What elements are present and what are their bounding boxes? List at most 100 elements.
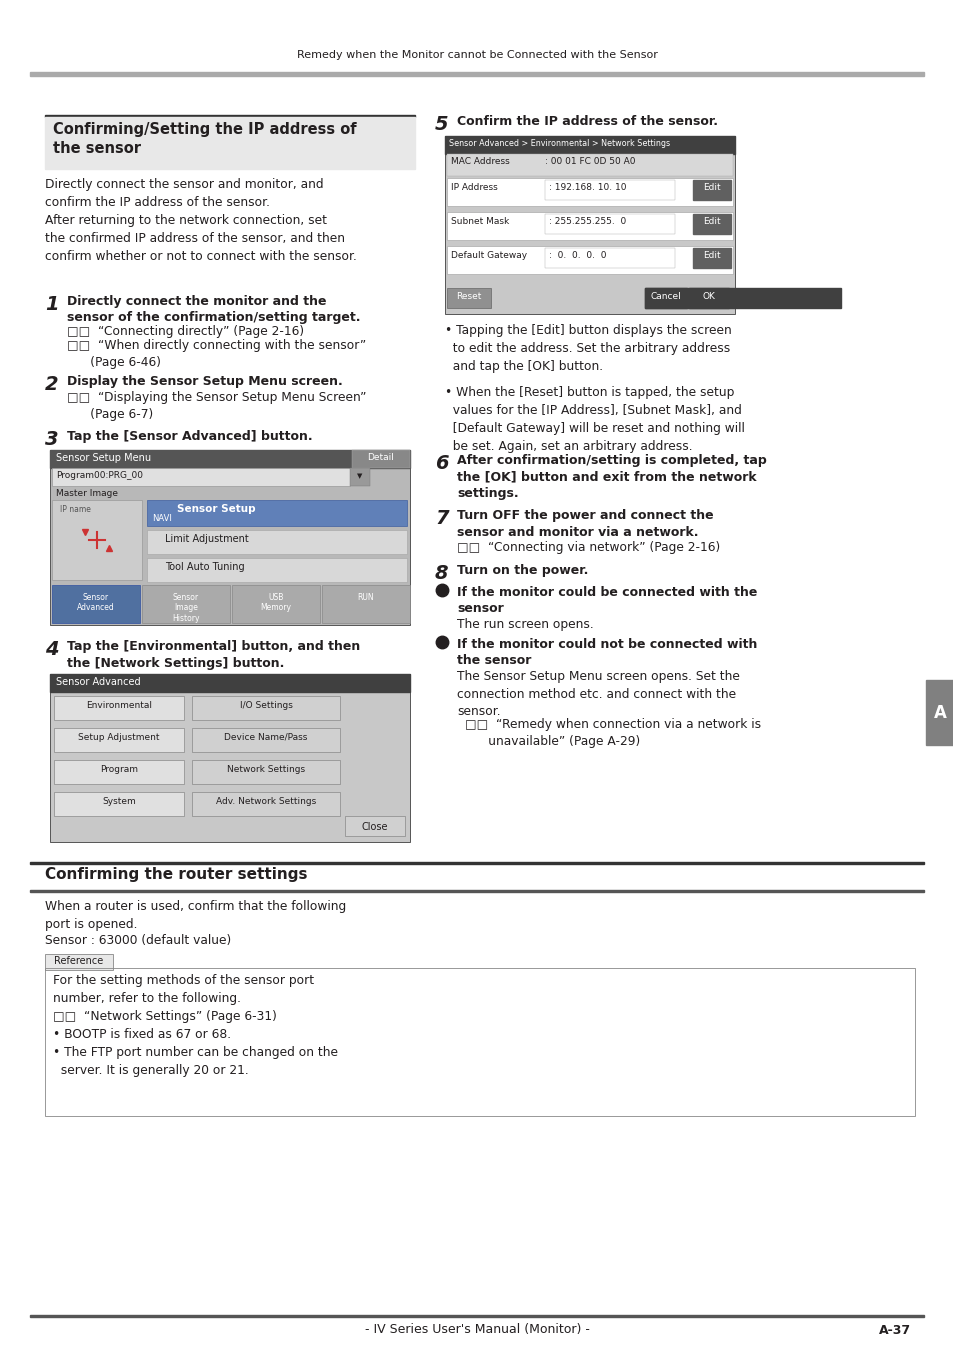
Text: I/O Settings: I/O Settings <box>239 701 293 710</box>
Bar <box>692 181 730 200</box>
Bar <box>447 154 732 177</box>
Text: RUN: RUN <box>357 593 374 603</box>
Text: 6: 6 <box>435 454 448 473</box>
Bar <box>345 816 405 836</box>
Text: MAC Address: MAC Address <box>451 156 509 166</box>
Text: □□  “Connecting via network” (Page 2-16): □□ “Connecting via network” (Page 2-16) <box>456 541 720 554</box>
Bar <box>52 585 140 623</box>
Bar <box>447 212 732 240</box>
Text: Edit: Edit <box>702 251 720 260</box>
Text: : 00 01 FC 0D 50 A0: : 00 01 FC 0D 50 A0 <box>544 156 635 166</box>
Bar <box>52 500 142 580</box>
Text: Program: Program <box>100 766 138 774</box>
Bar <box>54 760 184 785</box>
Text: Program00:PRG_00: Program00:PRG_00 <box>56 470 143 480</box>
Text: 2: 2 <box>45 375 58 394</box>
Text: The run screen opens.: The run screen opens. <box>456 617 593 631</box>
Bar <box>192 760 339 785</box>
Text: Confirm the IP address of the sensor.: Confirm the IP address of the sensor. <box>456 115 718 128</box>
Text: IP Address: IP Address <box>451 183 497 191</box>
Text: □□  “Remedy when connection via a network is
      unavailable” (Page A-29): □□ “Remedy when connection via a network… <box>464 718 760 748</box>
Text: Sensor Setup: Sensor Setup <box>177 504 255 514</box>
Text: 3: 3 <box>45 430 58 449</box>
Text: 8: 8 <box>435 563 448 582</box>
Text: Reference: Reference <box>54 956 104 967</box>
Bar <box>692 214 730 235</box>
Bar <box>644 288 686 307</box>
Bar <box>444 136 734 314</box>
Text: Adv. Network Settings: Adv. Network Settings <box>215 797 315 806</box>
Bar <box>644 288 841 307</box>
Text: Edit: Edit <box>702 183 720 191</box>
Text: USB
Memory: USB Memory <box>260 593 292 612</box>
Text: :  0.  0.  0.  0: : 0. 0. 0. 0 <box>548 251 606 260</box>
Text: Master Image: Master Image <box>56 489 118 497</box>
Text: When a router is used, confirm that the following
port is opened.: When a router is used, confirm that the … <box>45 900 346 931</box>
Text: System: System <box>102 797 135 806</box>
Bar <box>544 181 675 200</box>
Text: Turn OFF the power and connect the
sensor and monitor via a network.: Turn OFF the power and connect the senso… <box>456 510 713 538</box>
Text: 1: 1 <box>45 295 58 314</box>
Text: Sensor Advanced > Environmental > Network Settings: Sensor Advanced > Environmental > Networ… <box>449 139 669 148</box>
Text: Setup Adjustment: Setup Adjustment <box>78 733 159 741</box>
Bar <box>447 245 732 274</box>
Text: Default Gateway: Default Gateway <box>451 251 527 260</box>
Bar <box>447 288 491 307</box>
Text: □□  “When directly connecting with the sensor”
      (Page 6-46): □□ “When directly connecting with the se… <box>67 338 366 369</box>
Bar <box>925 679 953 745</box>
Text: Edit: Edit <box>702 217 720 226</box>
Text: 7: 7 <box>435 510 448 528</box>
Text: The Sensor Setup Menu screen opens. Set the
connection method etc. and connect w: The Sensor Setup Menu screen opens. Set … <box>456 670 740 718</box>
Text: Close: Close <box>361 822 388 832</box>
Text: Cancel: Cancel <box>650 293 680 301</box>
Bar <box>147 530 407 554</box>
Bar <box>232 585 319 623</box>
Text: 4: 4 <box>45 640 58 659</box>
Text: Sensor Advanced: Sensor Advanced <box>56 677 140 687</box>
Text: Tool Auto Tuning: Tool Auto Tuning <box>165 562 244 572</box>
Bar <box>52 468 350 487</box>
Bar <box>45 954 112 971</box>
Bar <box>50 450 410 625</box>
Text: : 255.255.255.  0: : 255.255.255. 0 <box>548 217 625 226</box>
Text: Turn on the power.: Turn on the power. <box>456 563 588 577</box>
Bar <box>54 728 184 752</box>
Bar <box>50 674 410 692</box>
Text: Sensor
Advanced: Sensor Advanced <box>77 593 114 612</box>
Text: Network Settings: Network Settings <box>227 766 305 774</box>
Text: - IV Series User's Manual (Monitor) -: - IV Series User's Manual (Monitor) - <box>364 1324 589 1336</box>
Text: Confirming/Setting the IP address of
the sensor: Confirming/Setting the IP address of the… <box>53 123 356 156</box>
Text: • When the [Reset] button is tapped, the setup
  values for the [IP Address], [S: • When the [Reset] button is tapped, the… <box>444 386 744 453</box>
Text: Sensor
Image
History: Sensor Image History <box>172 593 199 623</box>
Text: OK: OK <box>701 293 715 301</box>
Text: A: A <box>933 704 945 723</box>
Text: NAVI: NAVI <box>152 514 172 523</box>
Text: Remedy when the Monitor cannot be Connected with the Sensor: Remedy when the Monitor cannot be Connec… <box>296 50 657 61</box>
Text: □□  “Connecting directly” (Page 2-16): □□ “Connecting directly” (Page 2-16) <box>67 325 304 338</box>
Bar <box>444 136 734 154</box>
Bar <box>322 585 410 623</box>
Bar <box>45 115 415 117</box>
Bar <box>50 674 410 842</box>
Bar <box>192 728 339 752</box>
Text: If the monitor could be connected with the
sensor: If the monitor could be connected with t… <box>456 586 757 616</box>
Text: Confirming the router settings: Confirming the router settings <box>45 867 307 882</box>
Text: Reset: Reset <box>456 293 481 301</box>
Bar <box>142 585 230 623</box>
Bar <box>30 71 923 75</box>
Bar <box>147 558 407 582</box>
Bar <box>45 968 914 1116</box>
Bar <box>45 117 415 168</box>
Text: Sensor : 63000 (default value): Sensor : 63000 (default value) <box>45 934 231 948</box>
Text: Sensor Setup Menu: Sensor Setup Menu <box>56 453 151 462</box>
Text: • Tapping the [Edit] button displays the screen
  to edit the address. Set the a: • Tapping the [Edit] button displays the… <box>444 324 731 373</box>
Text: Display the Sensor Setup Menu screen.: Display the Sensor Setup Menu screen. <box>67 375 342 388</box>
Bar <box>544 248 675 268</box>
Text: Detail: Detail <box>367 453 394 462</box>
Text: Limit Adjustment: Limit Adjustment <box>165 534 249 545</box>
Bar <box>350 468 370 487</box>
Bar <box>544 214 675 235</box>
Text: Environmental: Environmental <box>86 701 152 710</box>
Bar <box>192 696 339 720</box>
Text: A-37: A-37 <box>878 1324 910 1336</box>
